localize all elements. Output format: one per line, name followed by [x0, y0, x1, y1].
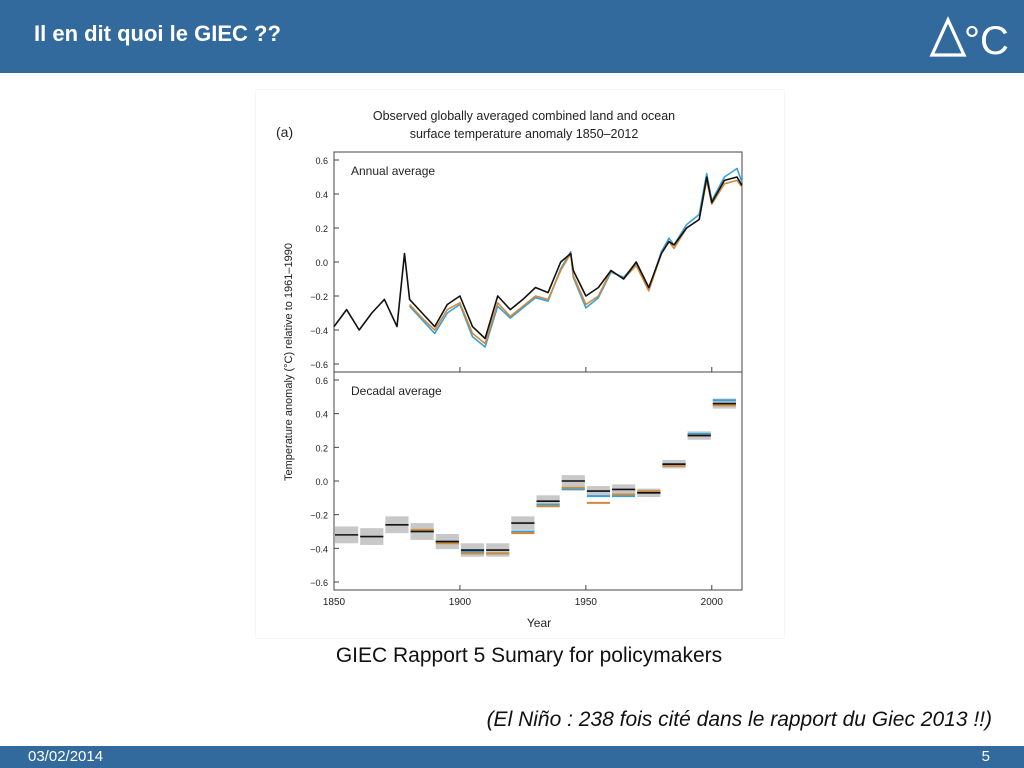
slide-header: Il en dit quoi le GIEC ?? °C — [0, 0, 1024, 73]
y-tick-label: −0.4 — [310, 544, 328, 554]
slide-title: Il en dit quoi le GIEC ?? — [34, 21, 281, 46]
logo-text: °C — [964, 19, 1009, 60]
y-tick-label: 0.2 — [315, 443, 328, 453]
slide-footer: 03/02/2014 5 — [0, 746, 1024, 768]
y-tick-label: 0.6 — [315, 376, 328, 386]
x-tick-label: 1950 — [575, 597, 598, 608]
decadal-panel-label: Decadal average — [351, 384, 442, 398]
footer-date: 03/02/2014 — [28, 748, 104, 765]
y-tick-label: −0.2 — [310, 511, 328, 521]
y-tick-label: 0.2 — [315, 224, 328, 234]
y-tick-label: −0.6 — [310, 578, 328, 588]
chart-title-line-2: surface temperature anomaly 1850–2012 — [410, 127, 639, 141]
page-number: 5 — [981, 748, 990, 765]
annual-panel-label: Annual average — [351, 164, 435, 178]
decadal-panel-frame — [333, 371, 743, 591]
y-tick-label: −0.2 — [310, 292, 328, 302]
annual-series-line — [409, 167, 743, 348]
panel-label: (a) — [276, 124, 293, 140]
annual-panel-frame — [333, 151, 743, 373]
y-tick-label: 0.6 — [315, 156, 328, 166]
temperature-chart: (a) Observed globally averaged combined … — [276, 109, 743, 630]
x-tick-label: 1850 — [323, 597, 346, 608]
y-tick-label: 0.0 — [315, 258, 328, 268]
x-tick-label: 1900 — [449, 597, 472, 608]
y-axis-label: Temperature anomaly (°C) relative to 196… — [283, 243, 295, 481]
figure-panel: (a) Observed globally averaged combined … — [256, 90, 784, 638]
x-axis-label: Year — [527, 616, 551, 630]
x-tick-label: 2000 — [701, 597, 724, 608]
y-tick-label: 0.0 — [315, 477, 328, 487]
y-tick-label: −0.6 — [310, 360, 328, 370]
annual-series-line — [409, 179, 743, 345]
y-tick-label: 0.4 — [315, 190, 328, 200]
delta-triangle-icon — [929, 16, 967, 57]
y-tick-label: −0.4 — [310, 326, 328, 336]
delta-celsius-logo: °C — [929, 16, 1009, 60]
y-tick-label: 0.4 — [315, 410, 328, 420]
chart-title-line-1: Observed globally averaged combined land… — [373, 109, 675, 123]
figure-caption: GIEC Rapport 5 Sumary for policymakers — [335, 644, 723, 667]
el-nino-note: (El Niño : 238 fois cité dans le rapport… — [486, 708, 992, 731]
annual-series-line — [333, 176, 743, 340]
